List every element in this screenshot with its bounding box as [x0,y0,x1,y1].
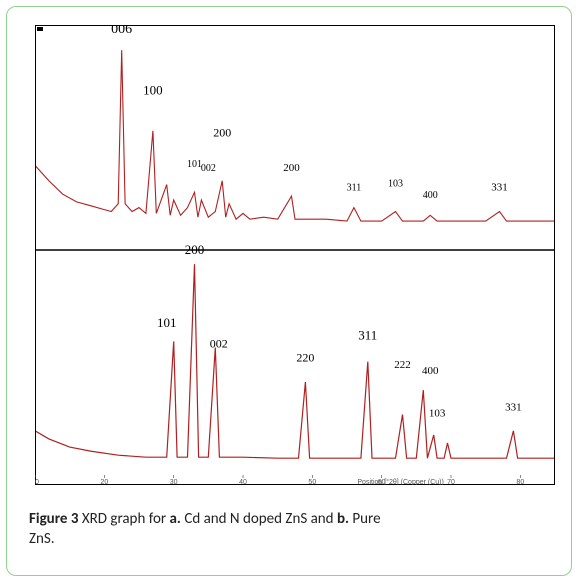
svg-text:200: 200 [283,162,300,174]
caption-prefix: Figure 3 [29,510,78,528]
caption-a-text: Cd and N doped ZnS and [181,510,337,528]
svg-text:400: 400 [423,190,438,201]
svg-text:103: 103 [429,408,446,420]
svg-text:20: 20 [100,479,108,485]
svg-text:103: 103 [388,178,403,189]
svg-text:002: 002 [210,336,228,350]
svg-text:50: 50 [308,479,316,485]
svg-text:40: 40 [239,479,247,485]
caption-a-bold: a. [170,510,181,528]
svg-text:002: 002 [201,163,216,174]
svg-text:70: 70 [447,479,455,485]
caption-b-bold: b. [337,510,349,528]
svg-text:80: 80 [516,479,524,485]
svg-text:Position [°2θ] (Copper (Cu)): Position [°2θ] (Copper (Cu)) [357,478,443,485]
xrd-svg: 0061002001010022003111034003312001010022… [35,25,555,485]
figure-frame: 0061002001010022003111034003312001010022… [6,6,572,576]
svg-text:222: 222 [394,359,411,371]
svg-text:331: 331 [491,181,508,193]
svg-text:400: 400 [422,365,439,377]
svg-text:101: 101 [187,159,202,170]
svg-text:006: 006 [111,25,132,37]
svg-text:30: 30 [170,479,178,485]
svg-text:311: 311 [347,182,362,193]
figure-caption: Figure 3 XRD graph for a. Cd and N doped… [29,509,549,550]
svg-text:200: 200 [213,126,231,140]
svg-text:220: 220 [296,351,314,365]
svg-text:10: 10 [35,479,39,485]
svg-text:311: 311 [358,327,377,342]
svg-text:331: 331 [505,402,522,414]
svg-text:101: 101 [157,315,177,330]
caption-mid: XRD graph for [78,510,169,528]
caption-b-text: Pure [349,510,381,528]
xrd-plot-container: 0061002001010022003111034003312001010022… [35,25,555,485]
caption-line2: ZnS. [29,530,55,548]
svg-text:100: 100 [143,82,163,97]
